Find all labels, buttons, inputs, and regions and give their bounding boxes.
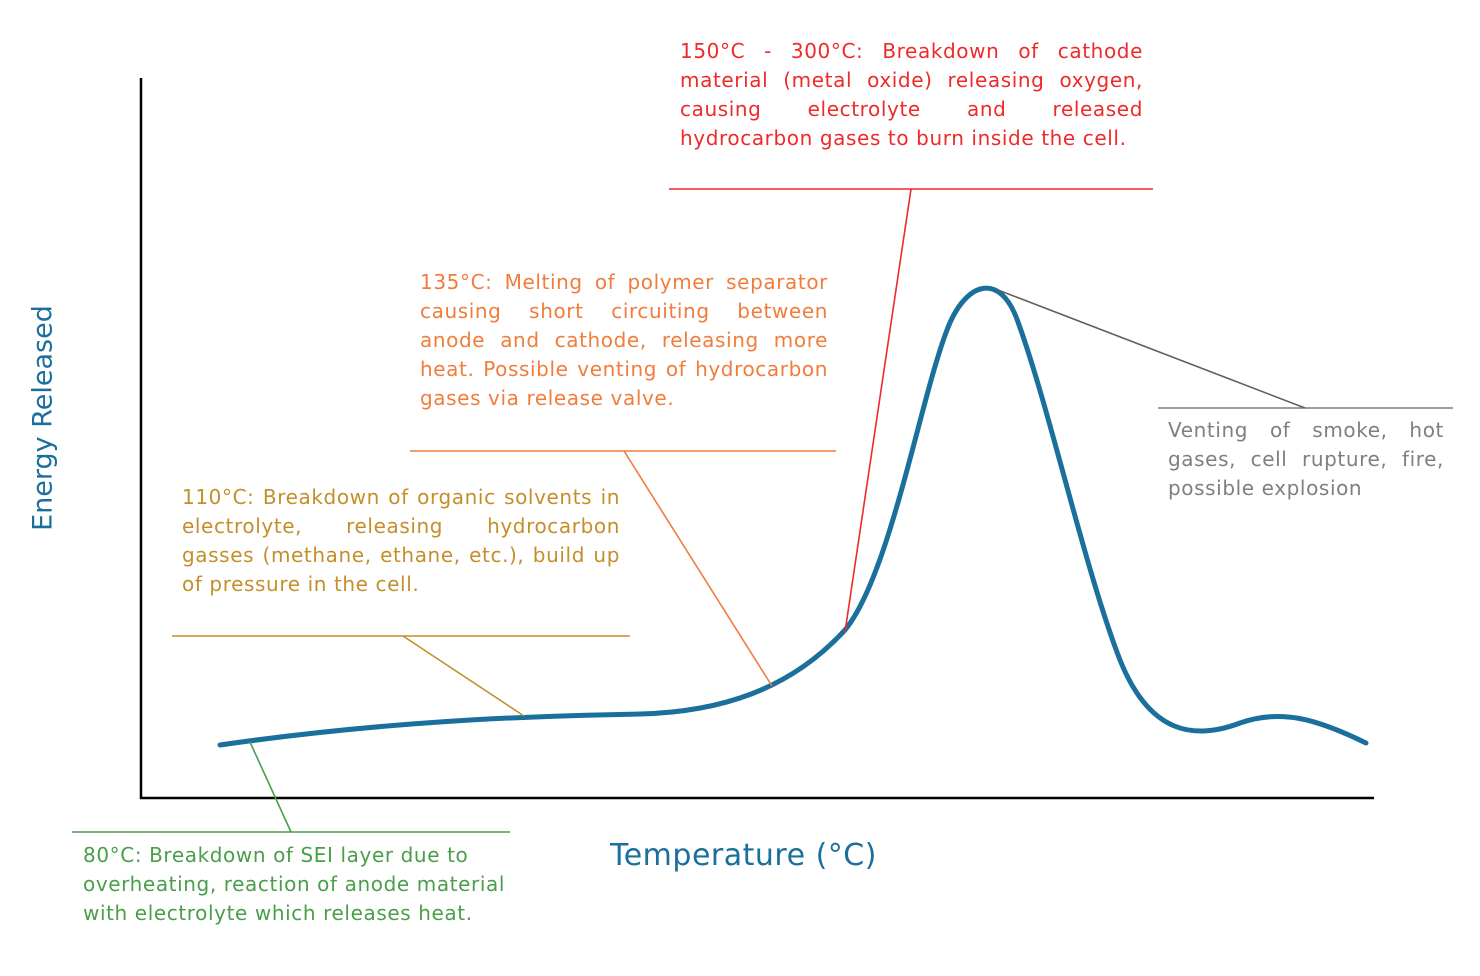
energy-curve xyxy=(217,285,1369,748)
annotation-cathode: 150°C - 300°C: Breakdown of cathode mate… xyxy=(680,39,1143,150)
y-axis-label: Energy Released xyxy=(27,305,59,531)
cathode-leader xyxy=(844,188,912,633)
venting-leader xyxy=(997,289,1306,409)
annotation-solvents: 110°C: Breakdown of organic solvents in … xyxy=(182,485,620,596)
solvents-leader xyxy=(402,635,525,717)
annotation-venting: Venting of smoke, hot gases, cell ruptur… xyxy=(1168,418,1444,500)
annotation-separator: 135°C: Melting of polymer separator caus… xyxy=(420,270,828,410)
annotation-sei: 80°C: Breakdown of SEI layer due to over… xyxy=(83,843,506,925)
separator-leader xyxy=(623,450,773,687)
sei-leader xyxy=(249,741,292,833)
x-axis-label: Temperature (°C) xyxy=(610,838,877,873)
